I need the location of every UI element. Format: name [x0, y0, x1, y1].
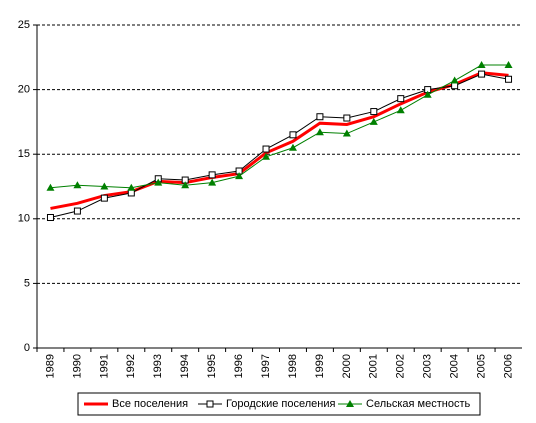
legend-label: Городские поселения	[226, 398, 335, 410]
x-tick-label: 1995	[206, 354, 218, 378]
legend-marker	[206, 400, 214, 408]
marker	[46, 214, 54, 222]
marker	[478, 70, 486, 78]
marker	[262, 145, 270, 153]
marker	[505, 75, 513, 83]
x-tick-label: 2006	[502, 354, 514, 378]
x-tick-label: 1992	[125, 354, 137, 378]
y-tick-label: 20	[18, 84, 30, 96]
x-tick-label: 1990	[71, 354, 83, 378]
marker	[100, 182, 109, 190]
marker	[343, 114, 351, 122]
y-tick-label: 10	[18, 213, 30, 225]
legend-label: Сельская местность	[366, 398, 470, 410]
legend-box	[77, 392, 481, 416]
y-tick-label: 0	[24, 342, 30, 354]
marker	[288, 143, 297, 151]
marker	[504, 61, 513, 69]
marker	[127, 189, 135, 197]
y-tick-label: 25	[18, 19, 30, 31]
x-tick-label: 2003	[422, 354, 434, 378]
x-tick-label: 1996	[233, 354, 245, 378]
marker	[316, 113, 324, 121]
x-tick-label: 2004	[449, 354, 461, 378]
marker	[181, 181, 190, 189]
x-tick-label: 1991	[98, 354, 110, 378]
x-tick-label: 1998	[287, 354, 299, 378]
marker	[208, 178, 217, 186]
marker	[127, 183, 136, 191]
x-tick-label: 1993	[152, 354, 164, 378]
x-tick-label: 2001	[368, 354, 380, 378]
marker	[315, 128, 324, 136]
marker	[262, 152, 271, 160]
marker	[369, 117, 378, 125]
x-tick-label: 2002	[395, 354, 407, 378]
y-tick-label: 15	[18, 148, 30, 160]
marker	[46, 183, 55, 191]
x-tick-label: 2005	[475, 354, 487, 378]
x-tick-label: 1999	[314, 354, 326, 378]
legend-marker	[346, 400, 354, 407]
x-tick-label: 1989	[44, 354, 56, 378]
marker	[235, 172, 244, 180]
marker	[100, 194, 108, 202]
series-line	[50, 71, 509, 210]
marker	[208, 171, 216, 179]
marker	[423, 90, 432, 98]
marker	[451, 82, 459, 90]
x-tick-label: 1994	[179, 354, 191, 378]
marker	[370, 108, 378, 116]
marker	[73, 181, 82, 189]
marker	[154, 178, 163, 186]
marker	[450, 76, 459, 84]
legend-label: Все поселения	[112, 398, 188, 410]
marker	[73, 207, 81, 215]
series-line	[50, 64, 509, 189]
marker	[396, 106, 405, 114]
y-tick-label: 5	[24, 277, 30, 289]
marker	[289, 131, 297, 139]
marker	[477, 61, 486, 69]
marker	[342, 129, 351, 137]
series-line	[50, 73, 509, 218]
marker	[397, 95, 405, 103]
x-tick-label: 2000	[341, 354, 353, 378]
x-tick-label: 1997	[260, 354, 272, 378]
